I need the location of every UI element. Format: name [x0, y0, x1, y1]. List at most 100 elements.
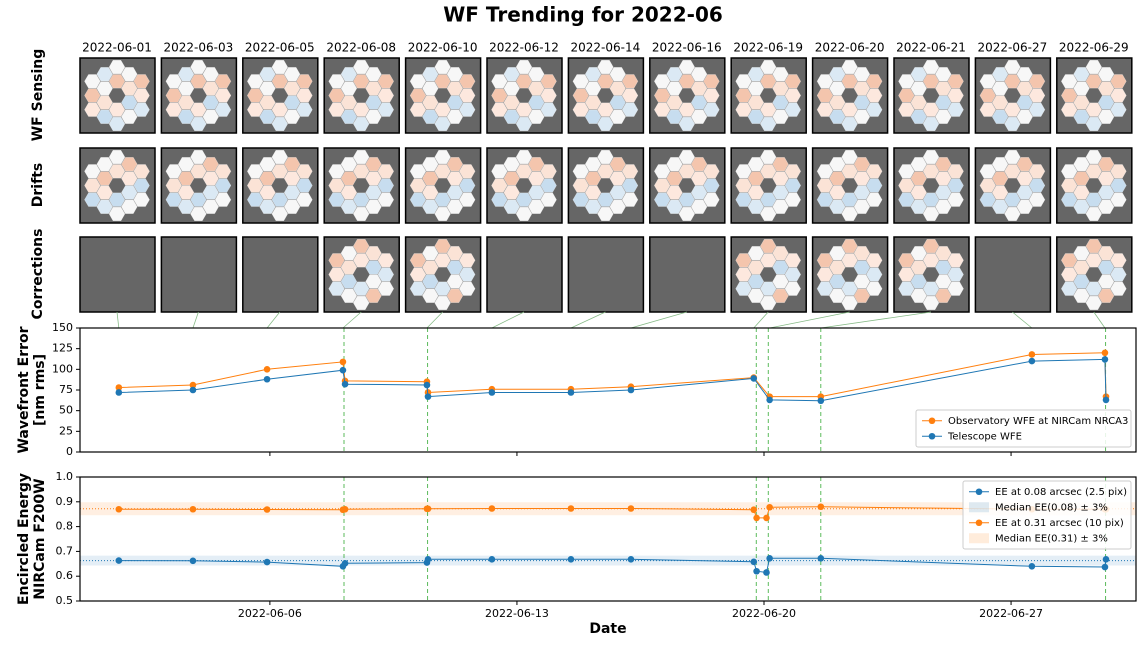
- mirror-segment: [165, 88, 182, 103]
- mirror-segment: [654, 88, 671, 103]
- mirror-segment: [1073, 288, 1090, 303]
- connector: [342, 311, 362, 329]
- mirror-segment: [735, 88, 752, 103]
- mirror-segment: [691, 95, 708, 110]
- mirror-segment: [96, 81, 113, 96]
- mirror-segment: [585, 95, 602, 110]
- mirror-segment: [353, 150, 370, 165]
- wavefront-image: [160, 236, 238, 313]
- mirror-segment: [459, 192, 476, 207]
- mirror-segment: [365, 260, 382, 275]
- mirror-segment: [979, 164, 996, 179]
- mirror-segment: [853, 274, 870, 289]
- y-tick-label: 125: [52, 342, 73, 355]
- mirror-segment: [772, 171, 789, 186]
- mirror-segment: [540, 164, 557, 179]
- mirror-segment: [1004, 74, 1021, 89]
- mirror-segment: [178, 185, 195, 200]
- mirror-segment: [328, 267, 345, 282]
- mirror-segment: [910, 171, 927, 186]
- mirror-segment: [1085, 164, 1102, 179]
- mirror-segment: [365, 157, 382, 172]
- mirror-segment: [841, 206, 858, 221]
- series-line: [118, 557, 1107, 574]
- mirror-segment: [829, 274, 846, 289]
- data-point: [1101, 356, 1109, 363]
- mirror-segment: [108, 116, 126, 131]
- mirror-segment: [528, 95, 545, 110]
- axes-frame: [79, 476, 1137, 602]
- mirror-segment: [459, 281, 476, 296]
- mirror-segment: [1085, 253, 1102, 268]
- mirror-segment: [491, 88, 508, 103]
- mirror-segment: [585, 157, 602, 172]
- mirror-segment: [84, 102, 101, 117]
- mirror-segment: [365, 171, 382, 186]
- mirror-segment: [654, 192, 671, 207]
- mirror-segment: [910, 81, 927, 96]
- mirror-segment: [760, 102, 777, 117]
- mirror-segment: [910, 288, 927, 303]
- mirror-segment: [816, 192, 834, 207]
- mirror-segment: [133, 74, 150, 89]
- data-point: [263, 366, 271, 373]
- mirror-segment: [898, 164, 915, 179]
- mirror-segment: [816, 164, 834, 179]
- mirror-segment: [816, 178, 834, 193]
- mirror-segment: [353, 192, 370, 207]
- mirror-segment: [947, 192, 964, 207]
- mirror-segment: [271, 164, 288, 179]
- mirror-segment: [434, 74, 451, 89]
- mirror-segment: [853, 95, 870, 110]
- mirror-segment: [866, 88, 883, 103]
- mirror-segment: [340, 95, 357, 110]
- data-point: [1102, 396, 1110, 404]
- mirror-segment: [898, 267, 915, 282]
- mirror-segment: [96, 157, 113, 172]
- data-point: [766, 396, 773, 404]
- mirror-segment: [422, 157, 439, 172]
- mirror-segment: [910, 157, 927, 172]
- mirror-segment: [1073, 81, 1090, 96]
- column-date: 2022-06-03: [164, 41, 234, 55]
- mirror-segment: [922, 74, 940, 89]
- mirror-segment: [178, 199, 195, 214]
- mirror-segment: [922, 164, 940, 179]
- mirror-segment: [1073, 199, 1090, 214]
- data-point: [766, 503, 773, 511]
- mirror-segment: [1028, 88, 1046, 103]
- mirror-segment: [271, 102, 288, 117]
- mirror-segment: [829, 157, 846, 172]
- mirror-segment: [528, 109, 545, 124]
- mirror-segment: [1085, 74, 1102, 89]
- mirror-segment: [190, 206, 207, 221]
- mirror-segment: [666, 157, 683, 172]
- mirror-segment: [1110, 88, 1127, 103]
- data-point: [817, 555, 825, 562]
- mirror-segment: [910, 246, 927, 261]
- mirror-segment: [597, 116, 614, 131]
- mirror-segment: [328, 253, 345, 268]
- mirror-segment: [910, 199, 927, 214]
- mirror-segment: [1004, 102, 1021, 117]
- mirror-segment: [491, 192, 508, 207]
- mirror-segment: [678, 102, 695, 117]
- mirror-segment: [1016, 67, 1033, 82]
- mirror-segment: [434, 295, 451, 310]
- mirror-segment: [866, 281, 883, 296]
- mirror-segment: [1004, 60, 1021, 75]
- legend-marker: [928, 432, 936, 440]
- mirror-segment: [271, 74, 288, 89]
- mirror-segment: [434, 281, 451, 296]
- data-point: [750, 558, 758, 566]
- mirror-segment: [866, 192, 883, 207]
- mirror-segment: [284, 199, 301, 214]
- mirror-segment: [609, 95, 626, 110]
- mirror-segment: [666, 95, 683, 110]
- mirror-segment: [922, 206, 940, 221]
- mirror-segment: [1028, 74, 1046, 89]
- mirror-segment: [621, 74, 639, 89]
- mirror-segment: [190, 164, 207, 179]
- mirror-segment: [422, 288, 439, 303]
- mirror-segment: [841, 74, 858, 89]
